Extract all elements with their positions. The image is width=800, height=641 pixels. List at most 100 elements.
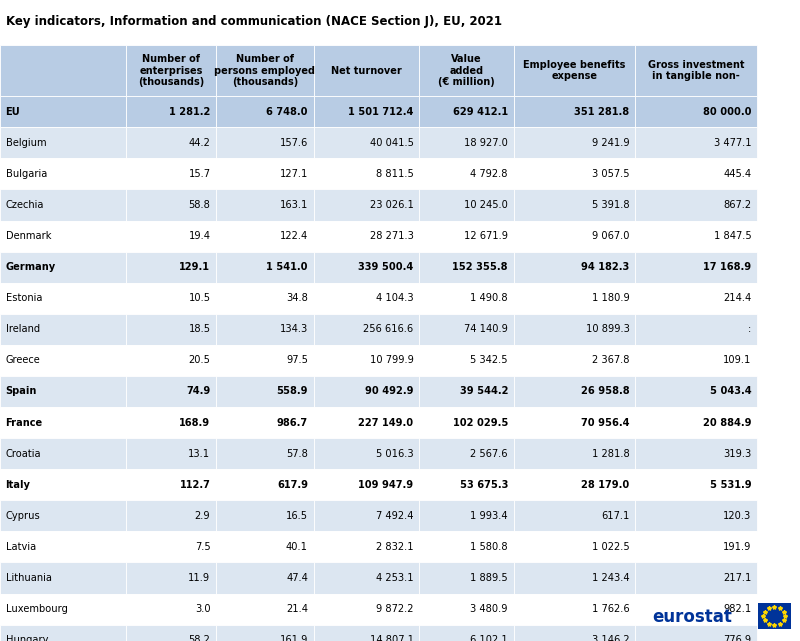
Text: Value
added
(€ million): Value added (€ million) <box>438 54 494 87</box>
Text: 1 889.5: 1 889.5 <box>470 573 508 583</box>
Text: 217.1: 217.1 <box>723 573 751 583</box>
Text: 214.4: 214.4 <box>723 293 751 303</box>
Text: 9 241.9: 9 241.9 <box>592 138 630 148</box>
Text: 12 671.9: 12 671.9 <box>464 231 508 241</box>
Text: 3.0: 3.0 <box>194 604 210 614</box>
Text: 28 271.3: 28 271.3 <box>370 231 414 241</box>
Text: 21.4: 21.4 <box>286 604 308 614</box>
Text: 112.7: 112.7 <box>179 479 210 490</box>
Text: 47.4: 47.4 <box>286 573 308 583</box>
Text: :: : <box>748 324 751 335</box>
Text: Croatia: Croatia <box>6 449 42 459</box>
Text: 256 616.6: 256 616.6 <box>363 324 414 335</box>
Text: 168.9: 168.9 <box>179 417 210 428</box>
Text: 120.3: 120.3 <box>723 511 751 521</box>
Text: 1 180.9: 1 180.9 <box>592 293 630 303</box>
Text: 57.8: 57.8 <box>286 449 308 459</box>
Text: Number of
persons employed
(thousands): Number of persons employed (thousands) <box>214 54 315 87</box>
Text: 58.2: 58.2 <box>189 635 210 641</box>
Text: 80 000.0: 80 000.0 <box>702 106 751 117</box>
Text: 134.3: 134.3 <box>280 324 308 335</box>
Text: 161.9: 161.9 <box>280 635 308 641</box>
Text: 94 182.3: 94 182.3 <box>582 262 630 272</box>
Text: Ireland: Ireland <box>6 324 40 335</box>
Text: Estonia: Estonia <box>6 293 42 303</box>
Text: France: France <box>6 417 42 428</box>
Text: 102 029.5: 102 029.5 <box>453 417 508 428</box>
Text: 39 544.2: 39 544.2 <box>459 387 508 397</box>
Text: 74.9: 74.9 <box>186 387 210 397</box>
Text: 1 580.8: 1 580.8 <box>470 542 508 552</box>
Text: 1 281.8: 1 281.8 <box>592 449 630 459</box>
Text: Net turnover: Net turnover <box>331 65 402 76</box>
Text: EU: EU <box>6 106 20 117</box>
Text: Employee benefits
expense: Employee benefits expense <box>523 60 626 81</box>
Text: 53 675.3: 53 675.3 <box>460 479 508 490</box>
Text: 40.1: 40.1 <box>286 542 308 552</box>
Text: 1 541.0: 1 541.0 <box>266 262 308 272</box>
Text: 20.5: 20.5 <box>189 355 210 365</box>
Text: 20 884.9: 20 884.9 <box>702 417 751 428</box>
Text: Spain: Spain <box>6 387 37 397</box>
Text: 617.9: 617.9 <box>277 479 308 490</box>
Text: 3 480.9: 3 480.9 <box>470 604 508 614</box>
Text: 5 391.8: 5 391.8 <box>592 200 630 210</box>
Text: 2 367.8: 2 367.8 <box>592 355 630 365</box>
Text: 3 477.1: 3 477.1 <box>714 138 751 148</box>
Text: 191.9: 191.9 <box>723 542 751 552</box>
Text: 5 016.3: 5 016.3 <box>376 449 414 459</box>
Text: 1 762.6: 1 762.6 <box>592 604 630 614</box>
Text: 10.5: 10.5 <box>189 293 210 303</box>
Text: 227 149.0: 227 149.0 <box>358 417 414 428</box>
Text: 74 140.9: 74 140.9 <box>464 324 508 335</box>
Text: 1 490.8: 1 490.8 <box>470 293 508 303</box>
Text: 558.9: 558.9 <box>277 387 308 397</box>
Text: Hungary: Hungary <box>6 635 48 641</box>
Text: 13.1: 13.1 <box>188 449 210 459</box>
Text: 44.2: 44.2 <box>189 138 210 148</box>
Text: 122.4: 122.4 <box>280 231 308 241</box>
Text: 5 531.9: 5 531.9 <box>710 479 751 490</box>
Text: Czechia: Czechia <box>6 200 44 210</box>
Text: 986.7: 986.7 <box>277 417 308 428</box>
Text: eurostat: eurostat <box>652 608 732 626</box>
Text: Latvia: Latvia <box>6 542 36 552</box>
Text: Key indicators, Information and communication (NACE Section J), EU, 2021: Key indicators, Information and communic… <box>6 15 502 28</box>
Text: 152 355.8: 152 355.8 <box>453 262 508 272</box>
Text: 26 958.8: 26 958.8 <box>581 387 630 397</box>
Text: 70 956.4: 70 956.4 <box>581 417 630 428</box>
Text: Belgium: Belgium <box>6 138 46 148</box>
Text: 10 245.0: 10 245.0 <box>464 200 508 210</box>
Text: Gross investment
in tangible non-: Gross investment in tangible non- <box>648 60 744 81</box>
Text: 319.3: 319.3 <box>723 449 751 459</box>
Text: 2 567.6: 2 567.6 <box>470 449 508 459</box>
Text: 34.8: 34.8 <box>286 293 308 303</box>
Text: 3 146.2: 3 146.2 <box>592 635 630 641</box>
Text: 339 500.4: 339 500.4 <box>358 262 414 272</box>
Text: 4 104.3: 4 104.3 <box>376 293 414 303</box>
Text: 4 253.1: 4 253.1 <box>376 573 414 583</box>
Text: 17 168.9: 17 168.9 <box>703 262 751 272</box>
Text: 19.4: 19.4 <box>189 231 210 241</box>
Text: 14 807.1: 14 807.1 <box>370 635 414 641</box>
Text: 1 243.4: 1 243.4 <box>592 573 630 583</box>
Text: 629 412.1: 629 412.1 <box>453 106 508 117</box>
Text: 40 041.5: 40 041.5 <box>370 138 414 148</box>
Text: 7 492.4: 7 492.4 <box>376 511 414 521</box>
Text: 127.1: 127.1 <box>280 169 308 179</box>
Text: 28 179.0: 28 179.0 <box>582 479 630 490</box>
Text: Lithuania: Lithuania <box>6 573 51 583</box>
Text: 1 501 712.4: 1 501 712.4 <box>348 106 414 117</box>
Text: 10 799.9: 10 799.9 <box>370 355 414 365</box>
Text: 982.1: 982.1 <box>723 604 751 614</box>
Text: 2.9: 2.9 <box>194 511 210 521</box>
Text: 867.2: 867.2 <box>723 200 751 210</box>
Text: 9 067.0: 9 067.0 <box>592 231 630 241</box>
Text: Germany: Germany <box>6 262 56 272</box>
Text: 7.5: 7.5 <box>194 542 210 552</box>
Text: Denmark: Denmark <box>6 231 51 241</box>
Text: Cyprus: Cyprus <box>6 511 40 521</box>
Text: 8 811.5: 8 811.5 <box>376 169 414 179</box>
Text: 1 281.2: 1 281.2 <box>169 106 210 117</box>
Text: 18 927.0: 18 927.0 <box>464 138 508 148</box>
